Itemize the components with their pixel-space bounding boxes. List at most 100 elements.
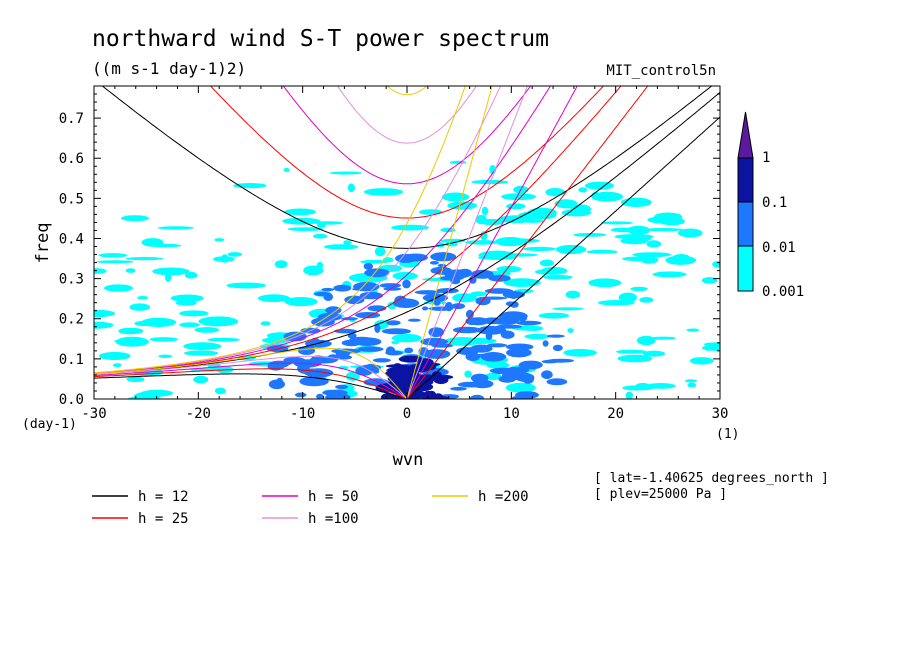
contour-patch-0.01 <box>470 394 485 399</box>
contour-patch-0.001 <box>588 278 622 288</box>
contour-patch-0.01 <box>547 334 565 338</box>
contour-patch-0.001 <box>652 271 687 278</box>
contour-patch-0.001 <box>303 265 324 276</box>
contour-patch-0.001 <box>678 228 703 238</box>
contour-patch-0.01 <box>403 253 428 262</box>
contour-patch-0.01 <box>429 261 439 265</box>
x-tick-label: 10 <box>503 406 520 422</box>
curve-ig-h100 <box>337 86 477 144</box>
contour-patch-0.001 <box>649 336 677 340</box>
curve-ig-h200 <box>386 86 428 96</box>
contour-patch-0.001 <box>213 256 235 262</box>
contour-patch-0.001 <box>94 309 116 318</box>
contour-patch-0.1 <box>431 371 442 378</box>
contour-patch-0.01 <box>541 370 553 380</box>
contour-patch-0.001 <box>687 382 696 388</box>
y-unit-label: (day-1) <box>22 417 77 432</box>
curve-kelvin-h25 <box>406 86 649 399</box>
contour-patch-0.01 <box>364 268 390 278</box>
contour-patch-0.001 <box>165 272 172 282</box>
contour-patch-0.01 <box>511 395 531 399</box>
contour-patch-0.01 <box>430 252 457 262</box>
contour-patch-0.01 <box>408 318 421 322</box>
y-tick-label: 0.3 <box>59 272 84 288</box>
contour-patch-0.001 <box>561 209 592 217</box>
contour-patch-0.001 <box>495 237 526 247</box>
contour-patch-0.001 <box>96 260 134 264</box>
contour-patch-0.001 <box>179 310 209 317</box>
contour-patch-0.001 <box>118 327 144 335</box>
contour-patch-0.001 <box>94 321 114 329</box>
contour-patch-0.01 <box>374 323 381 333</box>
contour-patch-0.01 <box>431 343 454 348</box>
contour-patch-0.001 <box>184 350 219 356</box>
contour-patch-0.01 <box>541 359 559 364</box>
contour-patch-0.001 <box>586 249 618 254</box>
contour-patch-0.01 <box>516 320 542 326</box>
contour-patch-0.001 <box>449 160 467 164</box>
contour-patch-0.01 <box>470 373 489 383</box>
contour-patch-0.001 <box>274 260 288 269</box>
contour-patch-0.01 <box>430 266 453 275</box>
legend-label: h = 25 <box>138 511 189 527</box>
contour-patch-0.001 <box>585 181 614 190</box>
contour-patch-0.001 <box>646 240 662 248</box>
contour-patch-0.001 <box>701 277 718 284</box>
contour-patch-0.01 <box>372 358 391 363</box>
x-tick-label: 0 <box>403 406 411 422</box>
contour-patch-0.001 <box>134 320 153 327</box>
latitude-annotation: [ lat=-1.40625 degrees_north ] <box>594 471 829 486</box>
contour-patch-0.001 <box>104 284 133 292</box>
contour-patch-0.1 <box>387 374 409 383</box>
contour-patch-0.001 <box>227 252 243 257</box>
contour-patch-0.01 <box>428 327 445 337</box>
contour-patch-0.001 <box>617 354 653 363</box>
contour-patch-0.01 <box>517 314 528 322</box>
contour-patch-0.01 <box>458 268 472 277</box>
contour-patch-0.001 <box>672 254 690 262</box>
contour-patch-0.001 <box>540 267 568 275</box>
contour-patch-0.001 <box>441 192 470 202</box>
curve-kelvin-h12 <box>406 116 720 399</box>
contour-patch-0.001 <box>329 171 363 175</box>
chart-subtitle: ((m s-1 day-1)2) <box>92 59 246 78</box>
contour-patch-0.01 <box>437 263 447 268</box>
contour-patch-0.001 <box>284 297 318 307</box>
contour-patch-0.01 <box>325 393 351 399</box>
x-tick-label: -20 <box>186 406 211 422</box>
contour-patch-0.001 <box>313 233 328 239</box>
contour-patch-0.001 <box>477 256 499 260</box>
colorbar-segment <box>737 201 754 247</box>
contour-patch-0.001 <box>465 240 499 245</box>
pressure-annotation: [ plev=25000 Pa ] <box>594 487 727 502</box>
dataset-label: MIT_control5n <box>606 63 716 79</box>
contour-patch-0.001 <box>632 252 672 258</box>
curve-mrg-h12 <box>94 92 720 375</box>
curve-mrg-h100 <box>94 86 502 374</box>
contour-patch-0.001 <box>600 221 634 225</box>
contour-patch-0.001 <box>524 333 551 340</box>
contour-patch-0.01 <box>294 392 307 398</box>
contour-patch-0.001 <box>129 303 151 311</box>
contour-patch-0.01 <box>518 360 543 370</box>
x-tick-label: 30 <box>712 406 729 422</box>
y-tick-label: 0.5 <box>59 191 84 207</box>
colorbar-label: 0.001 <box>762 284 804 300</box>
contour-patch-0.001 <box>391 333 422 343</box>
curve-rossby-h12 <box>94 373 407 399</box>
contour-patch-0.001 <box>653 212 683 222</box>
contour-patch-0.01 <box>305 377 316 386</box>
contour-patch-0.01 <box>283 356 306 364</box>
contour-patch-0.001 <box>121 215 149 222</box>
contour-patch-0.01 <box>436 288 459 294</box>
contour-patch-0.01 <box>457 381 486 388</box>
contour-patch-0.001 <box>552 307 584 311</box>
contour-patch-0.01 <box>383 287 402 291</box>
contour-patch-0.001 <box>99 351 131 361</box>
contour-patch-0.001 <box>287 227 324 232</box>
contour-patch-0.001 <box>704 346 711 351</box>
contour-patch-0.01 <box>502 291 525 299</box>
contour-patch-0.001 <box>157 226 195 230</box>
contour-patch-0.001 <box>464 370 472 378</box>
contour-patch-0.01 <box>491 317 520 325</box>
